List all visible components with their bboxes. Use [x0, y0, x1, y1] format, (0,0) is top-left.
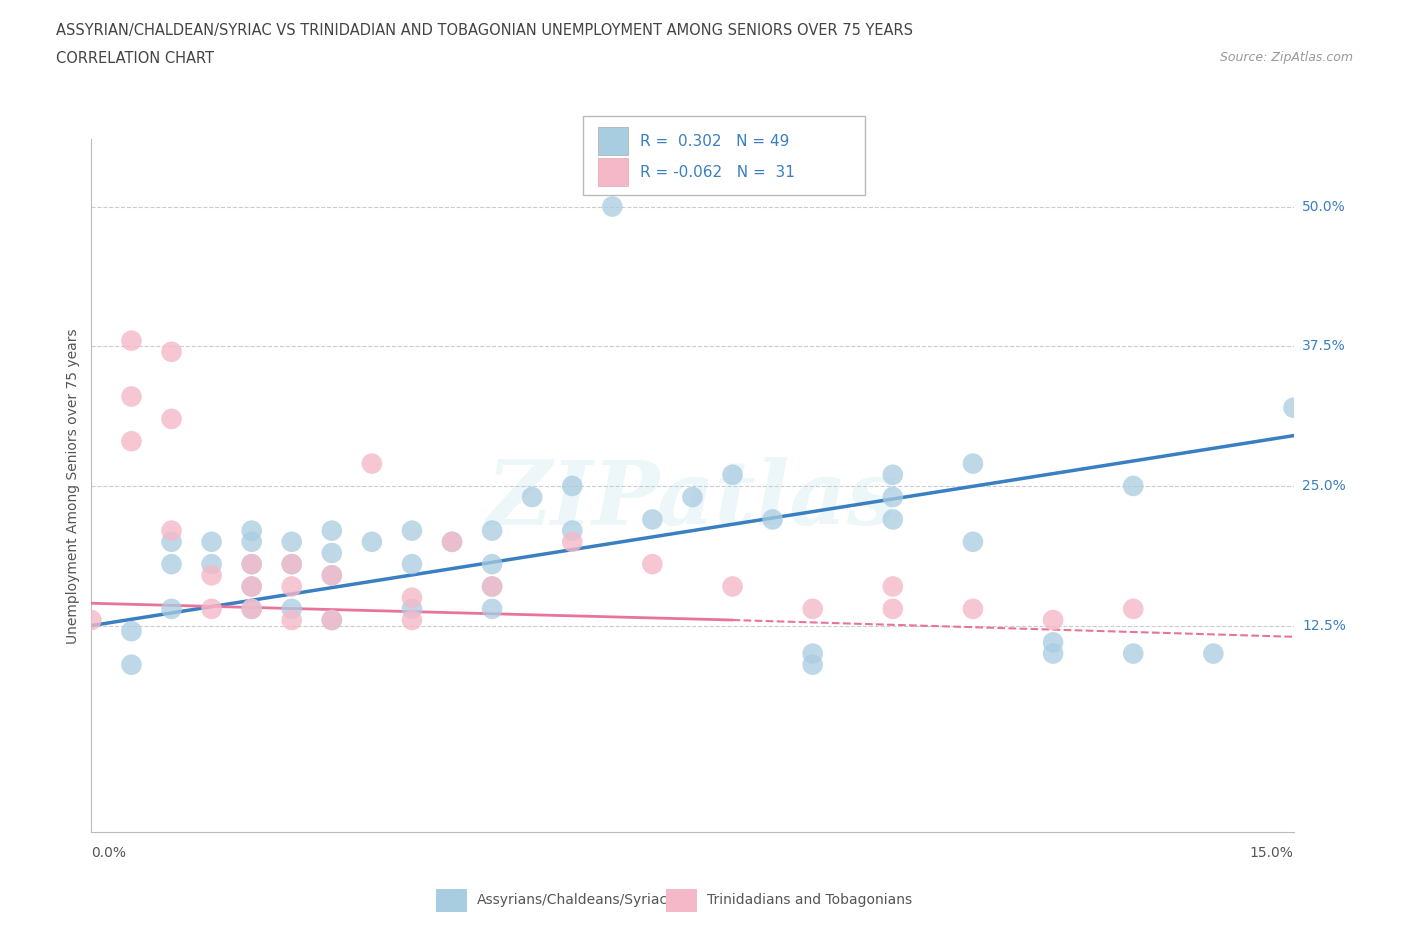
- Point: [561, 535, 583, 550]
- Point: [882, 512, 904, 527]
- Point: [360, 535, 382, 550]
- Point: [160, 535, 183, 550]
- Point: [240, 557, 263, 572]
- Point: [602, 199, 624, 214]
- Point: [401, 602, 423, 617]
- Point: [201, 535, 224, 550]
- Point: [321, 613, 343, 628]
- Point: [401, 613, 423, 628]
- Point: [240, 579, 263, 594]
- Point: [281, 579, 304, 594]
- Text: 15.0%: 15.0%: [1250, 846, 1294, 860]
- Point: [321, 568, 343, 583]
- Point: [882, 467, 904, 482]
- Point: [882, 490, 904, 505]
- Point: [721, 579, 744, 594]
- Text: ASSYRIAN/CHALDEAN/SYRIAC VS TRINIDADIAN AND TOBAGONIAN UNEMPLOYMENT AMONG SENIOR: ASSYRIAN/CHALDEAN/SYRIAC VS TRINIDADIAN …: [56, 23, 914, 38]
- Point: [1122, 479, 1144, 494]
- Point: [321, 613, 343, 628]
- Text: 0.0%: 0.0%: [91, 846, 127, 860]
- Text: 50.0%: 50.0%: [1302, 200, 1346, 214]
- Point: [721, 467, 744, 482]
- Point: [1122, 602, 1144, 617]
- Point: [962, 456, 984, 471]
- Text: CORRELATION CHART: CORRELATION CHART: [56, 51, 214, 66]
- Point: [160, 557, 183, 572]
- Point: [121, 624, 143, 639]
- Text: R = -0.062   N =  31: R = -0.062 N = 31: [640, 165, 794, 179]
- Point: [561, 524, 583, 538]
- Point: [882, 602, 904, 617]
- Point: [1282, 400, 1305, 415]
- Point: [440, 535, 463, 550]
- Point: [401, 524, 423, 538]
- Point: [481, 579, 503, 594]
- Point: [681, 490, 703, 505]
- Point: [201, 568, 224, 583]
- Point: [801, 646, 824, 661]
- Point: [321, 568, 343, 583]
- Text: 37.5%: 37.5%: [1302, 339, 1346, 353]
- Point: [160, 602, 183, 617]
- Point: [201, 602, 224, 617]
- Point: [240, 579, 263, 594]
- Point: [561, 479, 583, 494]
- Text: Source: ZipAtlas.com: Source: ZipAtlas.com: [1219, 51, 1353, 64]
- Text: 12.5%: 12.5%: [1302, 618, 1346, 632]
- Point: [160, 524, 183, 538]
- Text: ZIPatlas: ZIPatlas: [486, 457, 898, 543]
- Point: [962, 535, 984, 550]
- Text: 25.0%: 25.0%: [1302, 479, 1346, 493]
- Point: [401, 557, 423, 572]
- Point: [321, 546, 343, 561]
- Point: [121, 333, 143, 348]
- Point: [481, 602, 503, 617]
- Point: [240, 602, 263, 617]
- Point: [1042, 613, 1064, 628]
- Text: Trinidadians and Tobagonians: Trinidadians and Tobagonians: [707, 893, 912, 908]
- Point: [1122, 646, 1144, 661]
- Point: [641, 557, 664, 572]
- Point: [962, 602, 984, 617]
- Point: [281, 557, 304, 572]
- Point: [121, 433, 143, 448]
- Point: [481, 579, 503, 594]
- Point: [80, 613, 103, 628]
- Point: [240, 602, 263, 617]
- Point: [440, 535, 463, 550]
- Y-axis label: Unemployment Among Seniors over 75 years: Unemployment Among Seniors over 75 years: [66, 328, 80, 644]
- Point: [121, 658, 143, 672]
- Point: [481, 524, 503, 538]
- Text: Assyrians/Chaldeans/Syriacs: Assyrians/Chaldeans/Syriacs: [477, 893, 675, 908]
- Point: [882, 579, 904, 594]
- Point: [801, 602, 824, 617]
- Point: [240, 524, 263, 538]
- Point: [240, 557, 263, 572]
- Point: [762, 512, 785, 527]
- Point: [1202, 646, 1225, 661]
- Point: [801, 658, 824, 672]
- Point: [281, 613, 304, 628]
- Point: [641, 512, 664, 527]
- Point: [201, 557, 224, 572]
- Point: [281, 535, 304, 550]
- Point: [321, 524, 343, 538]
- Point: [360, 456, 382, 471]
- Point: [1042, 646, 1064, 661]
- Point: [1042, 635, 1064, 650]
- Point: [160, 411, 183, 426]
- Point: [522, 490, 544, 505]
- Point: [401, 591, 423, 605]
- Text: R =  0.302   N = 49: R = 0.302 N = 49: [640, 134, 789, 149]
- Point: [160, 344, 183, 359]
- Point: [121, 389, 143, 404]
- Point: [481, 557, 503, 572]
- Point: [281, 602, 304, 617]
- Point: [240, 535, 263, 550]
- Point: [281, 557, 304, 572]
